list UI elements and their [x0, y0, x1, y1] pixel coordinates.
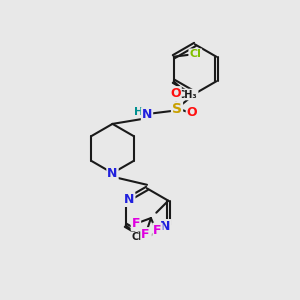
Text: S: S — [172, 102, 182, 116]
Text: N: N — [124, 193, 134, 206]
Text: F: F — [132, 217, 140, 230]
Text: F: F — [153, 224, 162, 237]
Text: CH₃: CH₃ — [178, 89, 198, 100]
Text: CH₃: CH₃ — [131, 232, 151, 242]
Text: N: N — [142, 108, 152, 121]
Text: N: N — [160, 220, 170, 233]
Text: N: N — [107, 167, 118, 180]
Text: F: F — [141, 228, 150, 241]
Text: O: O — [187, 106, 197, 119]
Text: H: H — [134, 106, 143, 117]
Text: Cl: Cl — [189, 49, 201, 59]
Text: O: O — [170, 87, 181, 100]
